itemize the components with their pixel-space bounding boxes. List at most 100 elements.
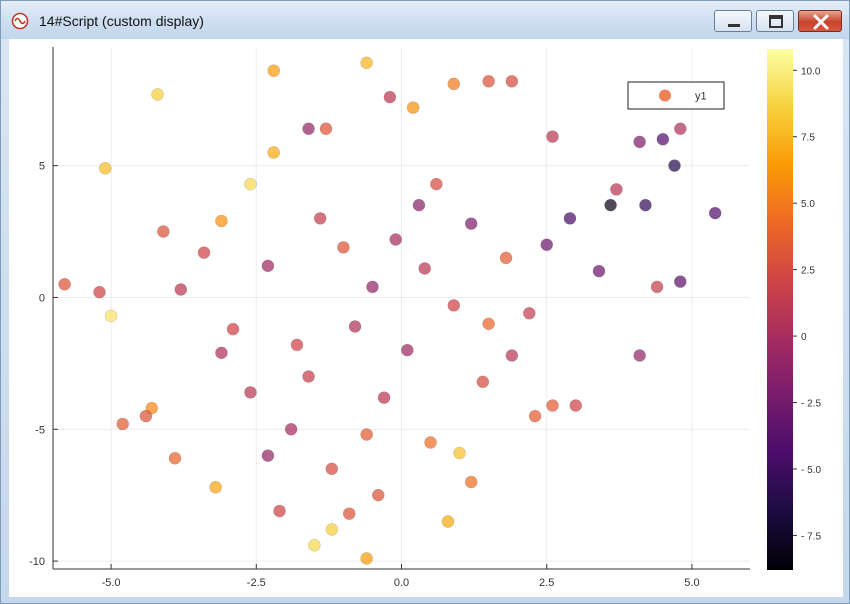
scatter-point bbox=[430, 177, 443, 191]
scatter-point bbox=[546, 399, 559, 412]
scatter-point bbox=[215, 214, 228, 228]
y-tick-label: 5 bbox=[39, 161, 45, 173]
scatter-point bbox=[482, 74, 495, 88]
maximize-icon bbox=[769, 15, 783, 28]
scatter-point bbox=[668, 159, 681, 172]
scatter-point bbox=[197, 246, 211, 259]
legend-marker bbox=[659, 89, 671, 102]
scatter-point bbox=[464, 217, 478, 230]
colorbar-tick-label: 0 bbox=[801, 332, 807, 343]
scatter-point bbox=[244, 177, 257, 191]
axes: -5.0 -2.5 0.0 2.5 5.0 -10 -5 0 5 bbox=[29, 47, 750, 589]
colorbar-tick-label: - 7.5 bbox=[801, 531, 821, 542]
scatter-point bbox=[424, 436, 437, 449]
plot-area: -5.0 -2.5 0.0 2.5 5.0 -10 -5 0 5 y1 10.0 7.5 5.0 2.… bbox=[9, 39, 843, 597]
y-tick-label: -10 bbox=[29, 556, 45, 568]
close-icon bbox=[813, 14, 829, 30]
colorbar-tick-label: 10.0 bbox=[801, 66, 821, 77]
scatter-chart: -5.0 -2.5 0.0 2.5 5.0 -10 -5 0 5 y1 10.0 7.5 5.0 2.… bbox=[29, 47, 821, 589]
scatter-point bbox=[418, 262, 432, 275]
scatter-point bbox=[383, 90, 397, 104]
title-bar[interactable]: 14#Script (custom display) bbox=[1, 1, 849, 39]
scatter-point bbox=[174, 283, 188, 296]
scatter-point bbox=[342, 507, 356, 520]
maximize-button[interactable] bbox=[756, 10, 794, 32]
x-tick-label: -2.5 bbox=[247, 577, 266, 589]
scatter-point bbox=[540, 238, 554, 252]
script-icon bbox=[11, 12, 29, 30]
window-title: 14#Script (custom display) bbox=[39, 13, 204, 29]
scatter-point bbox=[93, 285, 106, 299]
scatter-point bbox=[302, 370, 315, 383]
x-tick-label: -5.0 bbox=[102, 577, 121, 589]
scatter-point bbox=[215, 346, 228, 360]
scatter-point bbox=[319, 122, 333, 136]
scatter-point bbox=[447, 299, 461, 312]
legend-box bbox=[627, 81, 725, 110]
scatter-point bbox=[325, 523, 339, 536]
colorbar: 10.0 7.5 5.0 2.5 0 - 2.5 - 5.0 - 7.5 bbox=[767, 49, 821, 570]
scatter-point bbox=[656, 132, 670, 146]
scatter-point bbox=[151, 88, 164, 101]
scatter-point bbox=[104, 309, 118, 323]
scatter-point bbox=[464, 475, 478, 489]
scatter-point bbox=[633, 349, 646, 362]
scatter-point bbox=[482, 317, 495, 331]
colorbar-tick-label: 2.5 bbox=[801, 266, 815, 277]
scatter-point bbox=[261, 259, 275, 273]
scatter-point bbox=[563, 212, 577, 225]
scatter-point bbox=[610, 183, 623, 196]
data-points bbox=[58, 56, 722, 565]
legend: y1 bbox=[627, 81, 725, 110]
scatter-point bbox=[325, 462, 339, 476]
scatter-point bbox=[308, 538, 321, 552]
scatter-point bbox=[528, 409, 542, 423]
x-tick-label: 0.0 bbox=[394, 577, 409, 589]
scatter-point bbox=[226, 322, 240, 336]
minimize-icon bbox=[728, 24, 740, 27]
colorbar-tick-label: - 5.0 bbox=[801, 465, 821, 476]
scatter-point bbox=[673, 122, 687, 136]
scatter-point bbox=[267, 64, 281, 78]
scatter-point bbox=[389, 233, 402, 246]
scatter-point bbox=[360, 56, 373, 70]
scatter-point bbox=[377, 391, 391, 404]
scatter-point bbox=[157, 225, 170, 238]
scatter-point bbox=[447, 77, 461, 91]
scatter-point bbox=[261, 449, 275, 462]
scatter-point bbox=[360, 552, 373, 565]
colorbar-tick-label: - 2.5 bbox=[801, 399, 821, 410]
scatter-point bbox=[209, 480, 222, 494]
colorbar-tick-label: 5.0 bbox=[801, 199, 815, 210]
scatter-point bbox=[244, 386, 257, 399]
legend-label: y1 bbox=[695, 91, 707, 103]
scatter-point bbox=[360, 428, 373, 441]
grid bbox=[53, 47, 750, 569]
scatter-point bbox=[290, 338, 304, 352]
minimize-button[interactable] bbox=[714, 10, 752, 32]
scatter-point bbox=[267, 146, 281, 159]
scatter-point bbox=[313, 212, 327, 225]
scatter-point bbox=[116, 417, 129, 431]
scatter-point bbox=[371, 488, 385, 502]
scatter-point bbox=[412, 198, 426, 212]
scatter-point bbox=[337, 241, 350, 254]
colorbar-tick-label: 7.5 bbox=[801, 133, 815, 144]
scatter-point bbox=[604, 198, 617, 212]
scatter-point bbox=[505, 349, 519, 362]
x-tick-label: 5.0 bbox=[684, 577, 699, 589]
scatter-point bbox=[401, 343, 414, 357]
scatter-point bbox=[58, 277, 71, 291]
scatter-point bbox=[708, 206, 722, 220]
scatter-point bbox=[302, 122, 315, 136]
scatter-point bbox=[406, 101, 420, 114]
scatter-point bbox=[633, 135, 646, 149]
scatter-point bbox=[592, 264, 606, 278]
close-button[interactable] bbox=[798, 10, 842, 32]
scatter-point bbox=[546, 130, 559, 143]
scatter-point bbox=[139, 409, 153, 423]
scatter-point bbox=[441, 515, 455, 528]
scatter-point bbox=[499, 251, 513, 265]
scatter-point bbox=[505, 74, 519, 88]
